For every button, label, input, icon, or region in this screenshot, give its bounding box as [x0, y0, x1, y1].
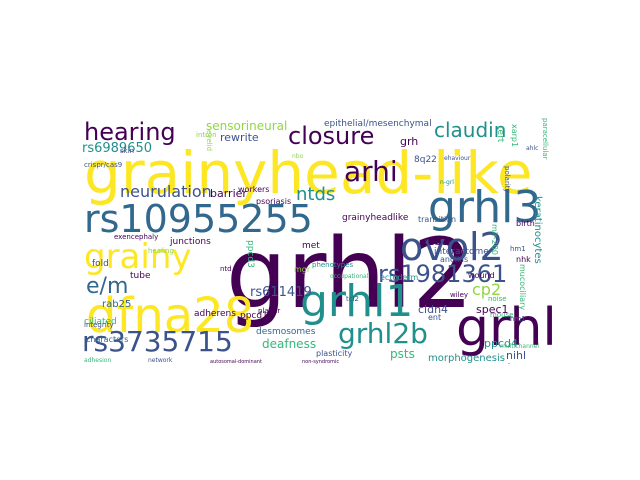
- cloud-word: rs6989650: [82, 141, 153, 156]
- cloud-word: hm1: [510, 315, 526, 323]
- cloud-word: cp2: [472, 280, 502, 299]
- cloud-word: grhl1: [300, 276, 414, 327]
- cloud-word: grh: [400, 135, 419, 148]
- cloud-word: birth: [516, 219, 535, 228]
- cloud-word: interactome: [434, 247, 489, 257]
- cloud-word: ppcd4: [484, 337, 518, 350]
- cloud-word: network: [148, 357, 173, 364]
- cloud-word: junctions: [170, 237, 211, 247]
- cloud-word: polarity: [503, 166, 511, 193]
- cloud-word: ectoderm: [380, 273, 419, 282]
- cloud-word: intron: [196, 131, 217, 139]
- cloud-word: deafness: [262, 337, 317, 351]
- cloud-word: hearing: [84, 118, 176, 146]
- cloud-word: psoriasis: [256, 197, 292, 206]
- cloud-word: mouse: [490, 311, 514, 319]
- cloud-word: barrier: [210, 187, 247, 200]
- cloud-word: ntds: [296, 184, 336, 205]
- cloud-word: ppcd3: [245, 240, 255, 268]
- cloud-word: grhl: [456, 298, 557, 358]
- cloud-word: fold: [92, 259, 109, 269]
- cloud-word: rs611419: [250, 285, 312, 300]
- cloud-word: paracellular: [541, 118, 549, 160]
- cloud-word: adherens: [194, 309, 236, 319]
- cloud-word: wound: [468, 271, 495, 280]
- cloud-word: grainyheadlike: [342, 213, 409, 223]
- cloud-word: rab25: [102, 299, 132, 310]
- cloud-word: tert: [495, 126, 505, 143]
- cloud-word: 8q22: [414, 155, 437, 165]
- cloud-word: characters: [86, 335, 129, 344]
- cloud-word: mucociliary: [518, 264, 527, 311]
- cloud-word: spec1: [476, 303, 509, 316]
- cloud-word: rs3735715: [82, 325, 233, 358]
- cloud-word: xarp1: [510, 124, 519, 148]
- cloud-word: met: [302, 241, 320, 251]
- cloud-word: desmosomes: [256, 327, 316, 337]
- cloud-word: non-syndromic: [302, 359, 340, 365]
- cloud-word: tcl2: [346, 295, 359, 303]
- cloud-word: n-grl: [440, 179, 454, 186]
- cloud-word: keratinocytes: [532, 196, 543, 264]
- cloud-word: transition: [418, 215, 457, 224]
- cloud-word: ntd: [220, 265, 232, 273]
- cloud-word: nihl: [506, 349, 527, 362]
- cloud-word: grhl3: [428, 182, 542, 233]
- cloud-word: claudin: [434, 118, 507, 142]
- cloud-word: anoikis: [440, 255, 469, 264]
- cloud-word: rs1981361: [378, 260, 508, 288]
- cloud-word: exencephaly: [114, 233, 159, 241]
- cloud-word: integrity: [84, 321, 114, 329]
- cloud-word: grainy: [84, 237, 192, 277]
- cloud-word: autosomal-dominant: [210, 359, 262, 365]
- cloud-word: cldn4: [418, 303, 449, 316]
- cloud-word: epithelial/mesenchymal: [324, 119, 432, 129]
- cloud-word: mir-200: [490, 224, 499, 255]
- cloud-word: morphogenesis: [428, 353, 505, 364]
- cloud-word: healing: [148, 247, 174, 255]
- cloud-word: rewrite: [220, 131, 259, 144]
- cloud-word: closure: [288, 122, 375, 150]
- cloud-word: hm1: [510, 245, 526, 253]
- cloud-word: neurulation: [120, 182, 212, 201]
- cloud-word: multichannel: [500, 343, 540, 350]
- cloud-word: planar: [258, 307, 281, 315]
- cloud-word: plasticity: [316, 349, 353, 358]
- cloud-word: nhk: [516, 255, 531, 264]
- cloud-word: noise: [488, 295, 507, 303]
- cloud-word: dfna28: [86, 288, 255, 344]
- cloud-word: phenotypes: [312, 261, 354, 269]
- cloud-word: ahlc: [526, 145, 539, 152]
- cloud-word: e/m: [86, 274, 129, 299]
- cloud-word: ovol2: [400, 225, 504, 269]
- cloud-word: ppcd1: [240, 311, 268, 321]
- cloud-word: grainyhead-like: [84, 139, 533, 207]
- cloud-word: ciliated: [84, 317, 117, 327]
- word-cloud: grhl2 grainyhead-like grhl dfna28 rs10955255…: [80, 116, 560, 364]
- cloud-word: skin: [120, 147, 135, 155]
- cloud-word: ehaviour: [444, 155, 471, 162]
- cloud-word: mgr: [294, 265, 311, 274]
- cloud-word: rs10955255: [84, 197, 313, 241]
- cloud-word: tube: [130, 271, 151, 281]
- cloud-word: sensorineural: [206, 119, 288, 133]
- cloud-word: adhesion: [84, 357, 112, 364]
- cloud-word: workers: [238, 185, 270, 194]
- cloud-word: ent: [428, 313, 442, 322]
- cloud-word: occupational: [330, 273, 369, 280]
- cloud-word: grhl2b: [338, 317, 428, 350]
- cloud-word: crispr/cas9: [84, 161, 123, 169]
- cloud-word: nbo: [292, 153, 304, 160]
- cloud-word: zeb1: [422, 235, 449, 248]
- cloud-word: wiley: [450, 291, 469, 299]
- cloud-word: arhi: [344, 155, 398, 188]
- cloud-word: psts: [390, 347, 415, 361]
- cloud-word: grhl2: [226, 218, 474, 330]
